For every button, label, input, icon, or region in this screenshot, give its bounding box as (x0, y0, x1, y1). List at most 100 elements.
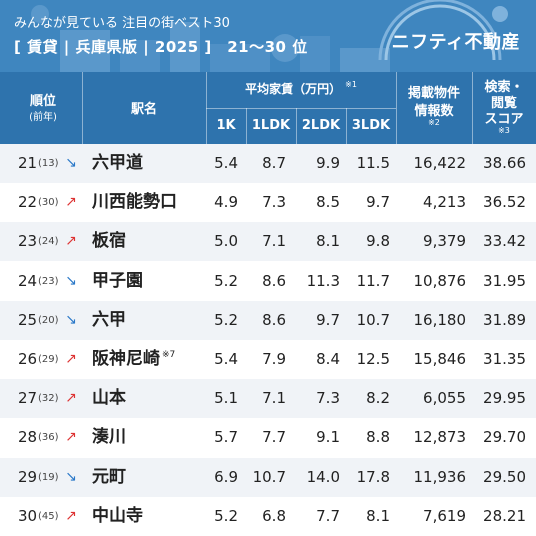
listing-count: 9,379 (408, 222, 466, 261)
trend-down-icon: ↘ (64, 144, 78, 183)
rent-1k: 4.9 (208, 183, 238, 222)
station-name: 六甲 (92, 301, 212, 340)
rent-2ldk: 11.3 (304, 262, 340, 301)
rent-1k: 5.2 (208, 301, 238, 340)
table-row: 21 (13) ↘ 六甲道 5.4 8.7 9.9 11.5 16,422 38.66 (0, 144, 536, 183)
station-name-text: 甲子園 (92, 271, 143, 291)
station-name-text: 六甲 (92, 310, 126, 330)
rent-1ldk: 6.8 (252, 497, 286, 536)
rent-2ldk: 9.1 (304, 418, 340, 457)
station-name-text: 元町 (92, 467, 126, 487)
rent-1k: 5.1 (208, 379, 238, 418)
rent-3ldk: 11.7 (354, 262, 390, 301)
rent-1k: 5.2 (208, 497, 238, 536)
station-name-text: 川西能勢口 (92, 192, 177, 212)
header-score-note: ※3 (472, 126, 536, 135)
search-score: 31.89 (478, 301, 526, 340)
station-name-text: 中山寺 (92, 506, 143, 526)
listing-count: 7,619 (408, 497, 466, 536)
station-name: 阪神尼崎 ※7 (92, 340, 212, 379)
rent-2ldk: 9.7 (304, 301, 340, 340)
header-listings-1: 掲載物件 (396, 82, 472, 101)
search-score: 28.21 (478, 497, 526, 536)
rent-1ldk: 7.3 (252, 183, 286, 222)
rent-1ldk: 7.7 (252, 418, 286, 457)
rent-2ldk: 8.5 (304, 183, 340, 222)
trend-up-icon: ↗ (64, 222, 78, 261)
search-score: 29.70 (478, 418, 526, 457)
station-name-text: 六甲道 (92, 153, 143, 173)
rent-3ldk: 8.2 (354, 379, 390, 418)
station-name: 川西能勢口 (92, 183, 212, 222)
station-name-text: 山本 (92, 388, 126, 408)
rent-3ldk: 12.5 (354, 340, 390, 379)
page-title: [ 賃貸 | 兵庫県版 | 2025 ] 21～30 位 (14, 36, 308, 57)
listing-count: 16,422 (408, 144, 466, 183)
listing-count: 6,055 (408, 379, 466, 418)
rent-2ldk: 9.9 (304, 144, 340, 183)
rent-1ldk: 8.6 (252, 262, 286, 301)
rent-3ldk: 8.1 (354, 497, 390, 536)
listing-count: 15,846 (408, 340, 466, 379)
station-name: 中山寺 (92, 497, 212, 536)
search-score: 31.35 (478, 340, 526, 379)
table-row: 23 (24) ↗ 板宿 5.0 7.1 8.1 9.8 9,379 33.42 (0, 222, 536, 261)
header-3ldk: 3LDK (346, 118, 396, 133)
rent-3ldk: 17.8 (354, 458, 390, 497)
rent-1k: 5.7 (208, 418, 238, 457)
brand-logo: ニフティ不動産 (392, 28, 520, 54)
search-score: 36.52 (478, 183, 526, 222)
trend-up-icon: ↗ (64, 497, 78, 536)
listing-count: 16,180 (408, 301, 466, 340)
rent-1ldk: 7.1 (252, 222, 286, 261)
listing-count: 4,213 (408, 183, 466, 222)
divider (206, 108, 396, 109)
table-row: 24 (23) ↘ 甲子園 5.2 8.6 11.3 11.7 10,876 31.95 (0, 262, 536, 301)
station-name: 山本 (92, 379, 212, 418)
station-name: 板宿 (92, 222, 212, 261)
table-row: 26 (29) ↗ 阪神尼崎 ※7 5.4 7.9 8.4 12.5 15,846 31.35 (0, 340, 536, 379)
rent-1k: 5.0 (208, 222, 238, 261)
header-rank-sub: (前年) (8, 108, 78, 123)
hero-header: みんなが見ている 注目の街ベスト30 [ 賃貸 | 兵庫県版 | 2025 ] … (0, 0, 536, 72)
header-2ldk: 2LDK (296, 118, 346, 133)
rent-1k: 5.4 (208, 144, 238, 183)
rent-3ldk: 11.5 (354, 144, 390, 183)
rent-1k: 5.2 (208, 262, 238, 301)
rent-1ldk: 8.6 (252, 301, 286, 340)
rent-2ldk: 8.4 (304, 340, 340, 379)
rent-1ldk: 7.1 (252, 379, 286, 418)
trend-down-icon: ↘ (64, 301, 78, 340)
search-score: 29.95 (478, 379, 526, 418)
header-1ldk: 1LDK (246, 118, 296, 133)
table-row: 22 (30) ↗ 川西能勢口 4.9 7.3 8.5 9.7 4,213 36.52 (0, 183, 536, 222)
station-name-text: 板宿 (92, 231, 126, 251)
trend-up-icon: ↗ (64, 340, 78, 379)
header-1k: 1K (206, 118, 246, 133)
trend-up-icon: ↗ (64, 183, 78, 222)
trend-down-icon: ↘ (64, 458, 78, 497)
trend-down-icon: ↘ (64, 262, 78, 301)
header-station: 駅名 (82, 98, 206, 117)
rent-1ldk: 7.9 (252, 340, 286, 379)
station-name: 甲子園 (92, 262, 212, 301)
rent-1k: 5.4 (208, 340, 238, 379)
ranking-table: 順位 (前年) 駅名 平均家賃（万円） ※1 1K 1LDK 2LDK 3LDK … (0, 72, 536, 536)
rent-3ldk: 9.8 (354, 222, 390, 261)
header-listings-note: ※2 (396, 118, 472, 127)
search-score: 33.42 (478, 222, 526, 261)
search-score: 31.95 (478, 262, 526, 301)
table-header: 順位 (前年) 駅名 平均家賃（万円） ※1 1K 1LDK 2LDK 3LDK … (0, 72, 536, 144)
table-row: 28 (36) ↗ 湊川 5.7 7.7 9.1 8.8 12,873 29.70 (0, 418, 536, 457)
rent-1k: 6.9 (208, 458, 238, 497)
table-row: 27 (32) ↗ 山本 5.1 7.1 7.3 8.2 6,055 29.95 (0, 379, 536, 418)
station-name: 湊川 (92, 418, 212, 457)
trend-up-icon: ↗ (64, 418, 78, 457)
rent-1ldk: 8.7 (252, 144, 286, 183)
rent-1ldk: 10.7 (252, 458, 286, 497)
rent-3ldk: 8.8 (354, 418, 390, 457)
listing-count: 12,873 (408, 418, 466, 457)
header-rent-note: ※1 (345, 80, 357, 89)
station-name: 六甲道 (92, 144, 212, 183)
